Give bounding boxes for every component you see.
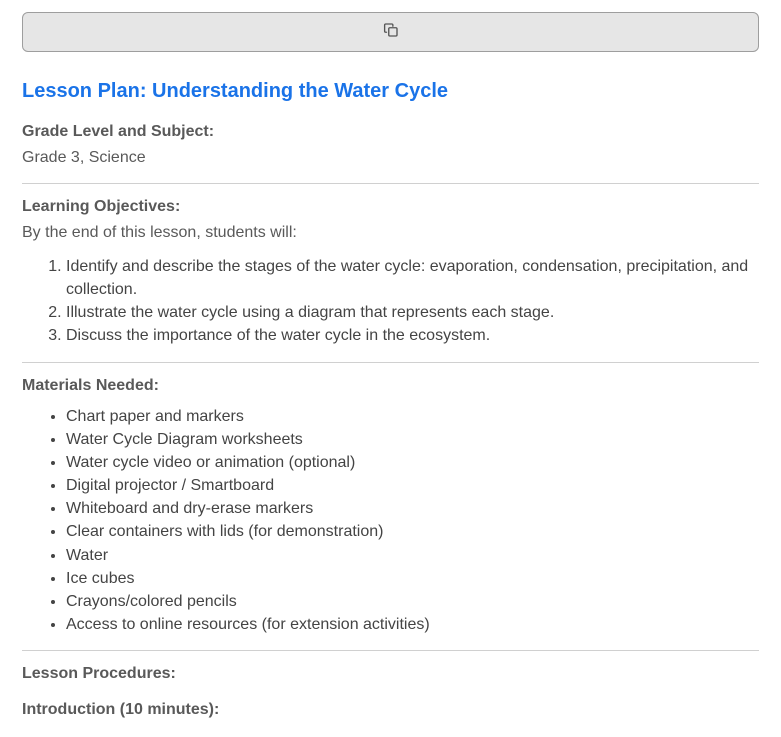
materials-list: Chart paper and markers Water Cycle Diag… <box>22 405 759 637</box>
grade-label: Grade Level and Subject: <box>22 123 759 141</box>
lesson-title: Lesson Plan: Understanding the Water Cyc… <box>22 80 759 103</box>
list-item: Crayons/colored pencils <box>66 590 759 613</box>
objectives-label: Learning Objectives: <box>22 198 759 216</box>
objectives-list: Identify and describe the stages of the … <box>22 255 759 348</box>
list-item: Whiteboard and dry-erase markers <box>66 497 759 520</box>
objectives-intro: By the end of this lesson, students will… <box>22 222 759 244</box>
separator <box>22 183 759 184</box>
list-item: Chart paper and markers <box>66 405 759 428</box>
list-item: Water Cycle Diagram worksheets <box>66 428 759 451</box>
list-item: Ice cubes <box>66 567 759 590</box>
list-item: Water cycle video or animation (optional… <box>66 451 759 474</box>
separator <box>22 362 759 363</box>
list-item: Digital projector / Smartboard <box>66 474 759 497</box>
list-item: Discuss the importance of the water cycl… <box>66 324 759 347</box>
list-item: Access to online resources (for extensio… <box>66 613 759 636</box>
materials-label: Materials Needed: <box>22 377 759 395</box>
list-item: Water <box>66 544 759 567</box>
copy-icon <box>382 21 400 44</box>
procedures-label: Lesson Procedures: <box>22 665 759 683</box>
copy-button[interactable] <box>22 12 759 52</box>
list-item: Illustrate the water cycle using a diagr… <box>66 301 759 324</box>
grade-value: Grade 3, Science <box>22 147 759 169</box>
separator <box>22 650 759 651</box>
procedures-intro-label: Introduction (10 minutes): <box>22 701 759 719</box>
list-item: Clear containers with lids (for demonstr… <box>66 520 759 543</box>
list-item: Identify and describe the stages of the … <box>66 255 759 301</box>
